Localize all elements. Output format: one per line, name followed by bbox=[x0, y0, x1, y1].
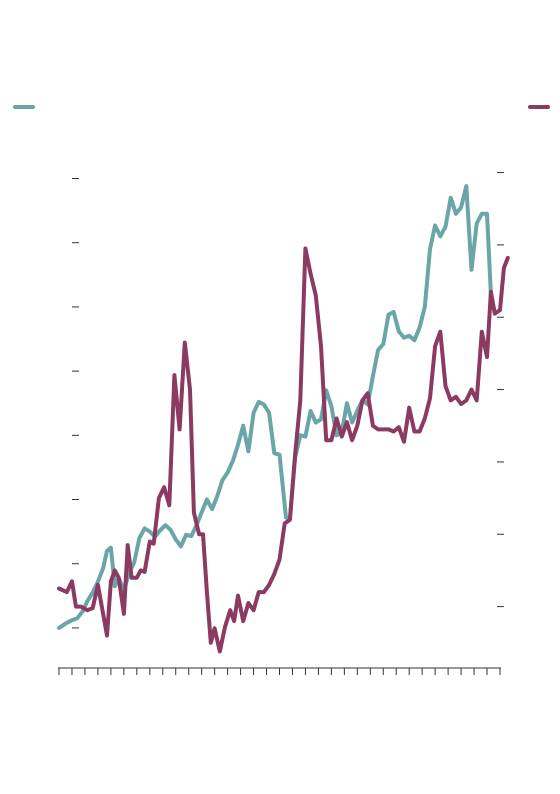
right-y-axis bbox=[497, 172, 504, 608]
legend-swatch-left-series bbox=[13, 105, 35, 109]
series-lines bbox=[57, 184, 510, 654]
legend-swatch-right-series bbox=[528, 105, 550, 109]
x-axis bbox=[58, 667, 501, 675]
left-y-axis bbox=[72, 178, 79, 629]
series-line-right-axis bbox=[57, 246, 510, 654]
series-line-left-axis bbox=[57, 184, 493, 630]
